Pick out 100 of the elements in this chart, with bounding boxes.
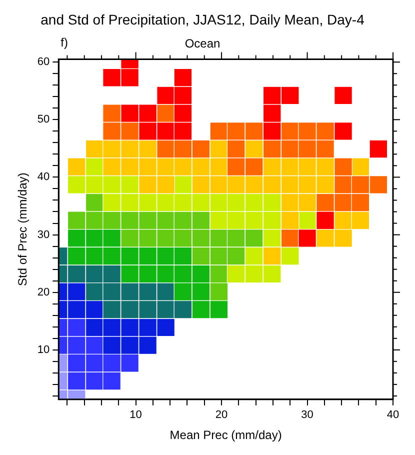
point <box>120 318 139 337</box>
point <box>120 246 139 266</box>
point <box>174 104 192 122</box>
point <box>262 122 282 140</box>
point <box>244 193 264 212</box>
point <box>85 372 104 390</box>
y-axis-title: Std of Prec (mm/day) <box>16 172 30 286</box>
point <box>192 229 210 248</box>
point <box>316 122 334 140</box>
point <box>262 264 282 284</box>
point <box>102 372 121 390</box>
point <box>67 264 86 284</box>
point <box>138 193 157 212</box>
point <box>102 193 121 212</box>
point <box>156 86 175 105</box>
point <box>316 176 334 194</box>
point <box>192 193 210 212</box>
point <box>298 122 316 140</box>
point <box>120 193 139 212</box>
point <box>67 336 86 354</box>
point <box>102 68 121 87</box>
point <box>244 264 264 284</box>
point <box>67 246 86 266</box>
point <box>298 176 316 194</box>
point <box>192 246 210 266</box>
point <box>316 158 334 176</box>
point <box>67 158 86 176</box>
point <box>67 211 86 230</box>
point <box>351 193 370 212</box>
point <box>120 176 139 194</box>
point <box>174 246 192 266</box>
point <box>138 140 157 158</box>
point <box>244 122 264 140</box>
point <box>67 372 86 390</box>
point <box>298 158 316 176</box>
chart-title: and Std of Precipitation, JJAS12, Daily Mean, Day-4 <box>40 11 365 28</box>
point <box>138 176 157 194</box>
point <box>192 300 210 319</box>
text: f) <box>60 36 68 50</box>
point <box>192 140 210 158</box>
y-tick-label: 30 <box>37 228 50 241</box>
point <box>369 176 388 194</box>
point <box>298 193 316 212</box>
point <box>280 229 300 248</box>
y-tick-label: 20 <box>37 286 50 298</box>
point <box>351 211 370 230</box>
point <box>244 176 264 194</box>
point <box>156 229 175 248</box>
point <box>192 282 210 301</box>
point <box>156 122 175 140</box>
x-tick-label: 40 <box>386 409 400 422</box>
point <box>226 211 246 230</box>
point <box>298 140 316 158</box>
point <box>85 176 104 194</box>
point <box>102 354 121 372</box>
point <box>138 158 157 176</box>
point <box>262 176 282 194</box>
point <box>67 354 86 372</box>
point <box>102 264 121 284</box>
point <box>334 122 352 140</box>
point <box>244 229 264 248</box>
point <box>280 211 300 230</box>
x-axis-title: Mean Prec (mm/day) <box>170 428 282 442</box>
point <box>192 158 210 176</box>
point <box>120 264 139 284</box>
point <box>102 122 121 140</box>
point <box>334 86 352 105</box>
point <box>226 246 246 266</box>
point <box>226 176 246 194</box>
point <box>85 211 104 230</box>
point <box>262 229 282 248</box>
point <box>138 282 157 301</box>
point <box>156 300 175 319</box>
point <box>120 122 139 140</box>
point <box>85 354 104 372</box>
point <box>85 140 104 158</box>
point <box>280 140 300 158</box>
point <box>298 229 316 248</box>
point <box>138 300 157 319</box>
point <box>192 264 210 284</box>
point <box>120 282 139 301</box>
point <box>102 300 121 319</box>
point <box>156 264 175 284</box>
point <box>192 211 210 230</box>
point <box>120 211 139 230</box>
point <box>138 318 157 337</box>
point <box>262 86 282 105</box>
point <box>138 229 157 248</box>
point <box>174 229 192 248</box>
point <box>85 246 104 266</box>
point <box>174 158 192 176</box>
point <box>85 282 104 301</box>
point <box>210 264 228 284</box>
point <box>226 158 246 176</box>
point <box>174 68 192 87</box>
point <box>316 193 334 212</box>
x-tick-label: 10 <box>130 409 142 422</box>
point <box>210 282 228 301</box>
y-tick-label: 50 <box>37 114 50 126</box>
point <box>67 300 86 319</box>
